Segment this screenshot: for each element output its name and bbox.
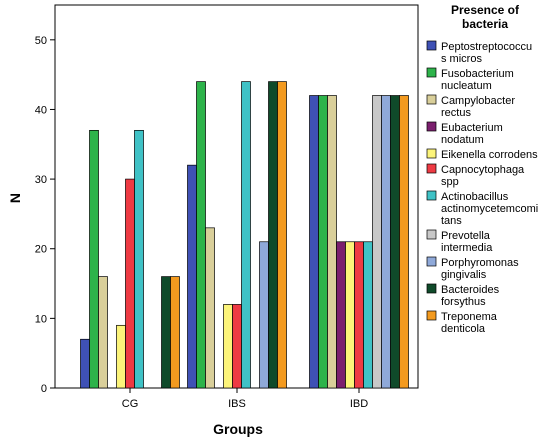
- bar: [205, 227, 215, 389]
- bar: [187, 164, 197, 389]
- legend-label: forsythus: [441, 296, 486, 308]
- bar: [134, 129, 144, 389]
- legend-swatch: [426, 163, 437, 174]
- legend-title: Presence of: [451, 3, 520, 17]
- legend-label: Eikenella corrodens: [441, 149, 538, 161]
- legend-label: Porphyromonas: [441, 257, 519, 269]
- y-tick-label: 30: [35, 174, 47, 186]
- legend-label: Bacteroides: [441, 284, 500, 296]
- bar: [354, 241, 364, 389]
- x-tick-label: IBS: [228, 398, 246, 410]
- legend-swatch: [426, 310, 437, 321]
- legend-swatch: [426, 190, 437, 201]
- legend-label: spp: [441, 176, 459, 188]
- legend-label: s micros: [441, 53, 482, 65]
- legend-label: Prevotella: [441, 230, 491, 242]
- bar: [390, 95, 400, 389]
- y-axis-label: N: [7, 193, 23, 203]
- bars: [80, 81, 409, 389]
- bar: [223, 304, 233, 389]
- legend-swatch: [426, 40, 437, 51]
- legend-item: Eikenella corrodens: [426, 148, 538, 161]
- bar: [268, 81, 278, 389]
- legend-label: denticola: [441, 323, 486, 335]
- legend-swatch: [426, 121, 437, 132]
- legend-swatch: [426, 148, 437, 159]
- y-tick-label: 20: [35, 244, 47, 256]
- legend-swatch: [426, 256, 437, 267]
- bar: [89, 129, 99, 389]
- bar: [363, 241, 373, 389]
- x-tick-label: IBD: [350, 398, 368, 410]
- bar: [241, 81, 251, 389]
- bar: [170, 276, 180, 389]
- legend-swatch: [426, 94, 437, 105]
- bar: [336, 241, 346, 389]
- bar: [80, 338, 90, 389]
- legend-label: Peptostreptococcu: [441, 41, 532, 53]
- y-tick-label: 0: [41, 383, 47, 395]
- legend-swatch: [426, 229, 437, 240]
- y-tick-label: 10: [35, 313, 47, 325]
- bar: [125, 178, 135, 389]
- bar: [232, 304, 242, 389]
- legend-label: Eubacterium: [441, 122, 503, 134]
- legend-label: Campylobacter: [441, 95, 515, 107]
- legend-label: rectus: [441, 107, 471, 119]
- legend-swatch: [426, 283, 437, 294]
- x-tick-label: CG: [122, 398, 139, 410]
- legend-label: actinomycetemcomi: [441, 203, 538, 215]
- bar: [259, 241, 269, 389]
- bar: [345, 241, 355, 389]
- bar: [116, 324, 126, 389]
- bar: [381, 95, 391, 389]
- legend-label: Actinobacillus: [441, 191, 509, 203]
- bar: [309, 95, 319, 389]
- legend-label: Capnocytophaga: [441, 164, 525, 176]
- bar: [196, 81, 206, 389]
- legend-label: Treponema: [441, 311, 498, 323]
- y-tick-label: 50: [35, 35, 47, 47]
- legend-label: gingivalis: [441, 269, 487, 281]
- legend-label: nodatum: [441, 134, 484, 146]
- bar: [327, 95, 337, 389]
- legend-label: intermedia: [441, 242, 493, 254]
- legend-label: nucleatum: [441, 80, 492, 92]
- y-tick-label: 40: [35, 104, 47, 116]
- bar: [277, 81, 287, 389]
- bar: [98, 276, 108, 389]
- bar: [399, 95, 409, 389]
- legend-label: tans: [441, 215, 462, 227]
- axes: 0 10 20 30 40 50 CG IBS IBD: [35, 35, 368, 410]
- bar: [318, 95, 328, 389]
- legend-swatch: [426, 67, 437, 78]
- legend-title: bacteria: [462, 17, 508, 31]
- legend-label: Fusobacterium: [441, 68, 514, 80]
- bar: [372, 95, 382, 389]
- x-axis-label: Groups: [213, 421, 263, 437]
- bar: [161, 276, 171, 389]
